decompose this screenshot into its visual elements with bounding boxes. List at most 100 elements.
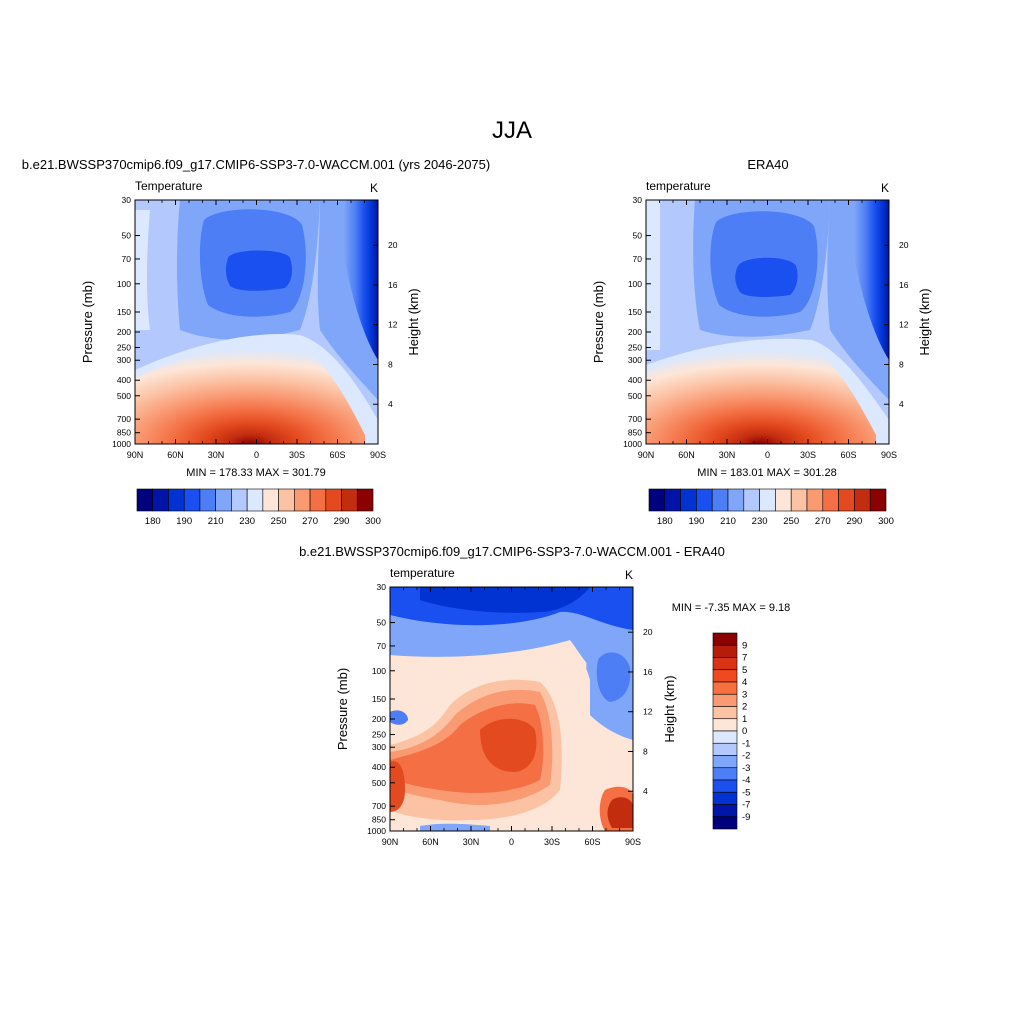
- y-tick-label: 30: [122, 195, 132, 205]
- y-tick-label: 1000: [112, 439, 131, 449]
- colorbar-label: 4: [742, 677, 747, 688]
- y-tick-label: 50: [377, 618, 387, 628]
- height-tick-label: 16: [643, 667, 653, 677]
- height-tick-label: 8: [643, 746, 648, 756]
- colorbar-box: [822, 488, 839, 512]
- colorbar-box: [712, 742, 738, 756]
- x-tick-label: 60S: [584, 837, 600, 847]
- colorbar-label: 7: [742, 653, 747, 664]
- x-tick-label: 60N: [167, 450, 184, 460]
- height-tick-label: 4: [388, 399, 393, 409]
- panel-obs: ERA40 temperature K 90N 60N 30N 0 30S 60S 90S …: [591, 157, 932, 527]
- y-tick-label: 250: [117, 343, 131, 353]
- y-tick-label: 700: [117, 414, 131, 424]
- colorbar-label: 270: [302, 516, 318, 527]
- panel-model-stats: MIN = 178.33 MAX = 301.79: [186, 467, 325, 479]
- x-tick-label: 60S: [840, 450, 856, 460]
- panel-obs-ylabel: Pressure (mb): [591, 281, 606, 363]
- panel-diff-x-ticks: 90N 60N 30N 0 30S 60S 90S: [382, 587, 641, 847]
- y-tick-label: 700: [628, 414, 642, 424]
- y-tick-label: 850: [117, 428, 131, 438]
- height-tick-label: 8: [899, 359, 904, 369]
- colorbar-box: [294, 488, 311, 512]
- panel-diff-right-label: K: [625, 568, 633, 582]
- x-tick-label: 90N: [382, 837, 399, 847]
- y-tick-label: 850: [628, 428, 642, 438]
- colorbar-box: [712, 669, 738, 683]
- panel-diff-field: [390, 587, 633, 831]
- x-tick-label: 30N: [208, 450, 225, 460]
- colorbar-label: 210: [720, 516, 736, 527]
- panel-model-field: [135, 200, 378, 444]
- colorbar-label: 180: [657, 516, 673, 527]
- colorbar-label: 290: [846, 516, 862, 527]
- y-tick-label: 70: [122, 254, 132, 264]
- x-tick-label: 30N: [463, 837, 480, 847]
- y-tick-label: 100: [117, 279, 131, 289]
- x-tick-label: 90S: [625, 837, 641, 847]
- y-tick-label: 200: [117, 327, 131, 337]
- panel-obs-field: [646, 200, 889, 444]
- colorbar-box: [278, 488, 295, 512]
- colorbar-box: [712, 755, 738, 769]
- panel-obs-x-ticks: 90N 60N 30N 0 30S 60S 90S: [638, 200, 897, 460]
- y-tick-label: 1000: [623, 439, 642, 449]
- x-tick-label: 90N: [127, 450, 144, 460]
- y-tick-label: 500: [372, 778, 386, 788]
- y-tick-label: 400: [372, 762, 386, 772]
- panel-obs-left-label: temperature: [646, 179, 711, 193]
- x-tick-label: 60N: [422, 837, 439, 847]
- height-tick-label: 12: [388, 320, 398, 330]
- height-tick-label: 8: [388, 359, 393, 369]
- colorbar-label: 230: [752, 516, 768, 527]
- colorbar-label: -2: [742, 751, 750, 762]
- colorbar-label: 210: [208, 516, 224, 527]
- x-tick-label: 30N: [719, 450, 736, 460]
- colorbar-label: -5: [742, 787, 750, 798]
- panel-diff-ylabel: Pressure (mb): [335, 668, 350, 750]
- x-tick-label: 60N: [678, 450, 695, 460]
- panel-model-x-ticks: 90N 60N 30N 0 30S 60S 90S: [127, 200, 386, 460]
- colorbar-box: [712, 681, 738, 695]
- panel-model-h-ticks: 4 8 12 16 20: [373, 240, 398, 409]
- colorbar-label: 5: [742, 665, 747, 676]
- panel-model-ylabel-right: Height (km): [406, 288, 421, 355]
- colorbar-box: [711, 488, 729, 512]
- height-tick-label: 4: [899, 399, 904, 409]
- x-tick-label: 90S: [370, 450, 386, 460]
- colorbar-box: [712, 693, 738, 707]
- y-tick-label: 400: [117, 375, 131, 385]
- panel-model-right-label: K: [370, 181, 378, 195]
- panel-diff-title: b.e21.BWSSP370cmip6.f09_g17.CMIP6-SSP3-7…: [299, 544, 725, 559]
- panel-model-left-label: Temperature: [135, 179, 203, 193]
- colorbar-box: [743, 488, 760, 512]
- y-tick-label: 300: [117, 355, 131, 365]
- y-tick-label: 200: [372, 714, 386, 724]
- colorbar-label: 270: [815, 516, 831, 527]
- colorbar-box: [712, 657, 738, 671]
- colorbar-box: [183, 488, 201, 512]
- colorbar-label: 250: [783, 516, 799, 527]
- colorbar-box: [712, 644, 738, 658]
- colorbar-box: [356, 488, 374, 512]
- colorbar-box: [262, 488, 279, 512]
- height-tick-label: 4: [643, 786, 648, 796]
- colorbar-box: [246, 488, 264, 512]
- colorbar-box: [854, 488, 871, 512]
- panel-model-title: b.e21.BWSSP370cmip6.f09_g17.CMIP6-SSP3-7…: [22, 157, 490, 172]
- colorbar-box: [231, 488, 248, 512]
- panel-diff-h-ticks: 4 8 12 16 20: [628, 627, 653, 796]
- colorbar-box: [727, 488, 745, 512]
- colorbar-box: [680, 488, 697, 512]
- colorbar-label: 300: [878, 516, 894, 527]
- y-tick-label: 250: [628, 343, 642, 353]
- panel-model-ylabel: Pressure (mb): [80, 281, 95, 363]
- panel-obs-h-ticks: 4 8 12 16 20: [884, 240, 909, 409]
- colorbar-box: [869, 488, 887, 512]
- panel-diff: b.e21.BWSSP370cmip6.f09_g17.CMIP6-SSP3-7…: [299, 544, 790, 847]
- y-tick-label: 70: [633, 254, 643, 264]
- colorbar-box: [712, 791, 738, 805]
